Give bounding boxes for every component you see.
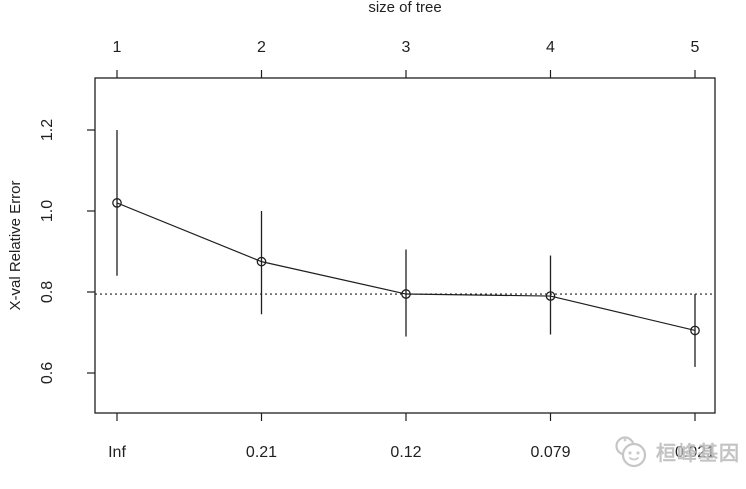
top-axis-tick-label: 4 xyxy=(546,39,555,56)
y-axis-tick-label: 1.0 xyxy=(39,200,56,222)
xerror-line xyxy=(116,202,696,332)
y-axis-tick-label: 1.2 xyxy=(39,119,56,141)
bottom-axis-tick-label: 0.21 xyxy=(246,444,277,461)
top-axis-title: size of tree xyxy=(368,0,441,16)
top-axis-tick-label: 3 xyxy=(402,39,411,56)
data-point xyxy=(690,325,700,336)
bottom-axis-tick-label: 0.12 xyxy=(390,444,421,461)
top-axis-tick-label: 2 xyxy=(257,39,266,56)
data-point xyxy=(256,256,267,267)
top-axis-tick-label: 1 xyxy=(113,39,122,56)
y-axis-title: X-val Relative Error xyxy=(7,180,24,310)
bottom-axis-tick-label: 0.021 xyxy=(675,444,715,461)
data-point xyxy=(545,291,556,301)
y-axis-tick-label: 0.6 xyxy=(39,362,56,384)
bottom-axis-tick-label: 0.079 xyxy=(530,444,570,461)
bottom-axis-tick-label: Inf xyxy=(108,444,126,461)
y-axis-tick-label: 0.8 xyxy=(39,281,56,303)
plot-box xyxy=(94,77,716,414)
data-point xyxy=(112,198,122,208)
top-axis-tick-label: 5 xyxy=(691,39,700,56)
data-point xyxy=(401,289,411,299)
